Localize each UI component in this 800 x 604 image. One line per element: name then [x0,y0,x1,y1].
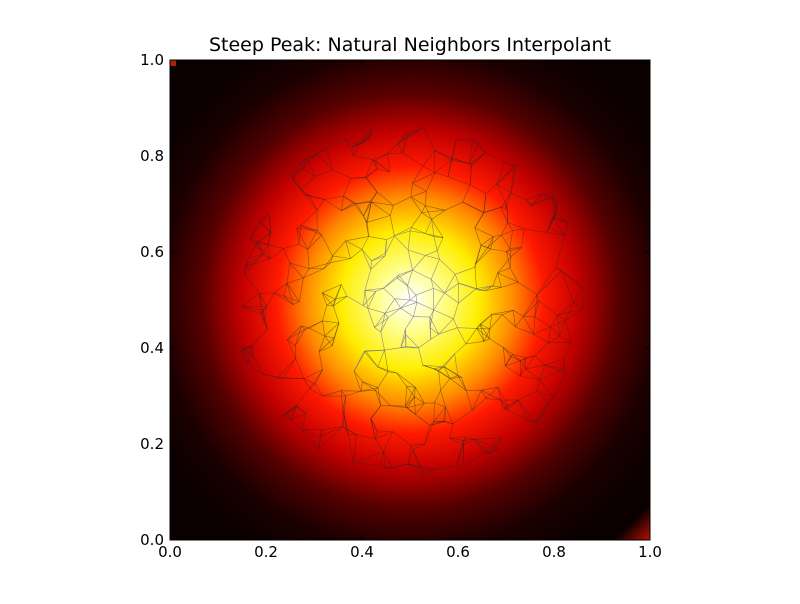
x-tick-label: 0.6 [446,543,470,561]
y-tick-label: 0.0 [140,531,164,549]
x-tick-label: 0.2 [254,543,278,561]
corner-artifact-topleft [170,60,176,66]
x-tick-label: 0.4 [350,543,374,561]
plot-area [120,10,700,590]
x-tick-label: 0.8 [542,543,566,561]
y-tick-label: 1.0 [140,51,164,69]
corner-artifact [560,450,650,540]
y-tick-label: 0.8 [140,147,164,165]
y-tick-label: 0.2 [140,435,164,453]
x-tick-label: 1.0 [638,543,662,561]
y-tick-label: 0.4 [140,339,164,357]
y-tick-label: 0.6 [140,243,164,261]
chart-title: Steep Peak: Natural Neighbors Interpolan… [170,34,650,56]
